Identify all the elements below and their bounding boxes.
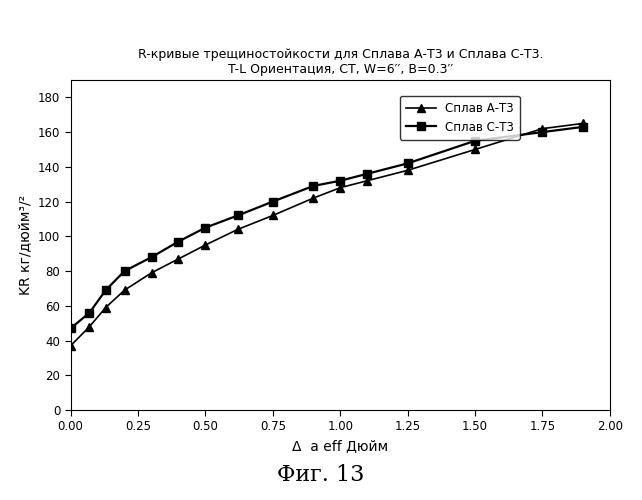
X-axis label: Δ  a eff Дюйм: Δ a eff Дюйм — [292, 439, 388, 453]
Сплав А-Т3 — [579, 120, 587, 126]
Сплав А-Т3 — [85, 324, 93, 330]
Text: Фиг. 13: Фиг. 13 — [277, 464, 365, 486]
Сплав С-Т3 — [148, 254, 155, 260]
Сплав А-Т3 — [234, 226, 241, 232]
Y-axis label: KR кг/дюйм³/²: KR кг/дюйм³/² — [18, 195, 32, 295]
Сплав А-Т3 — [363, 178, 371, 184]
Сплав С-Т3 — [85, 310, 93, 316]
Сплав С-Т3 — [539, 129, 546, 135]
Сплав С-Т3 — [471, 138, 479, 144]
Сплав С-Т3 — [579, 124, 587, 130]
Сплав А-Т3 — [67, 342, 74, 348]
Title: R-кривые трещиностойкости для Сплава А-Т3 и Сплава С-Т3.
T-L Ориентация, CT, W=6: R-кривые трещиностойкости для Сплава А-Т… — [137, 48, 543, 76]
Сплав А-Т3 — [102, 304, 110, 310]
Сплав С-Т3 — [269, 198, 277, 204]
Line: Сплав А-Т3: Сплав А-Т3 — [67, 120, 587, 350]
Сплав А-Т3 — [202, 242, 209, 248]
Сплав А-Т3 — [309, 195, 317, 201]
Сплав А-Т3 — [336, 184, 344, 190]
Сплав С-Т3 — [67, 326, 74, 332]
Сплав С-Т3 — [234, 212, 241, 218]
Legend: Сплав А-Т3, Сплав С-Т3: Сплав А-Т3, Сплав С-Т3 — [400, 96, 520, 140]
Сплав С-Т3 — [309, 183, 317, 189]
Сплав С-Т3 — [202, 224, 209, 230]
Сплав С-Т3 — [175, 238, 182, 244]
Сплав А-Т3 — [175, 256, 182, 262]
Сплав А-Т3 — [471, 146, 479, 152]
Сплав С-Т3 — [404, 160, 412, 166]
Сплав А-Т3 — [269, 212, 277, 218]
Сплав А-Т3 — [539, 126, 546, 132]
Сплав С-Т3 — [336, 178, 344, 184]
Сплав С-Т3 — [121, 268, 128, 274]
Сплав А-Т3 — [121, 287, 128, 293]
Сплав А-Т3 — [148, 270, 155, 276]
Сплав А-Т3 — [404, 168, 412, 173]
Сплав С-Т3 — [102, 287, 110, 293]
Сплав С-Т3 — [363, 171, 371, 177]
Line: Сплав С-Т3: Сплав С-Т3 — [67, 123, 587, 332]
